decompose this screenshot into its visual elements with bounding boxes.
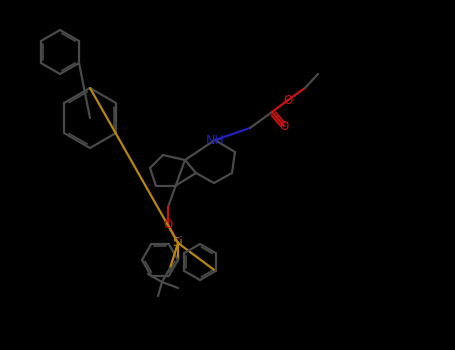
Text: NH: NH <box>206 133 224 147</box>
Text: O: O <box>279 119 288 133</box>
Text: O: O <box>163 217 172 231</box>
Text: O: O <box>283 93 293 106</box>
Text: Si: Si <box>172 237 183 250</box>
